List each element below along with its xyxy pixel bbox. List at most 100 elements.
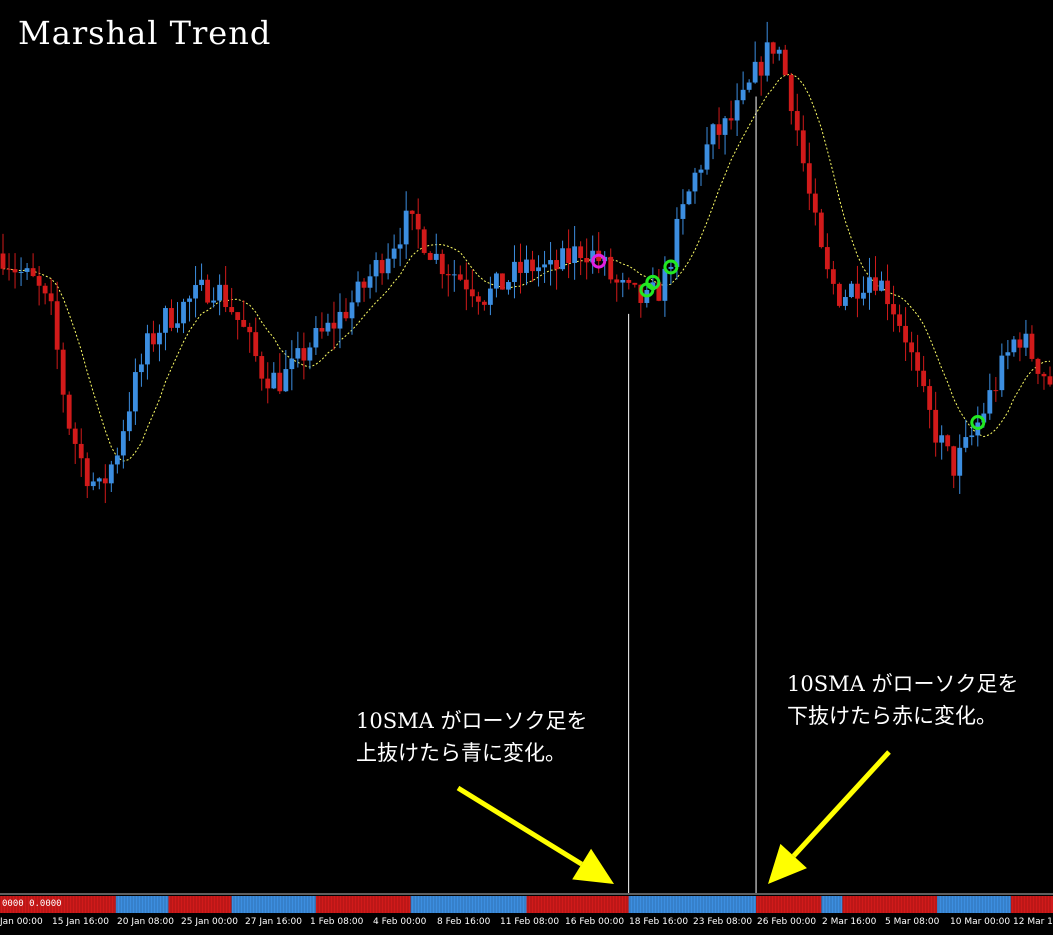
candle-body <box>909 342 915 353</box>
candle-body <box>692 172 698 192</box>
candle-body <box>590 250 596 263</box>
x-tick-label: 18 Feb 16:00 <box>629 917 689 927</box>
candle-body <box>361 281 367 288</box>
candle-body <box>897 314 902 326</box>
candle-body <box>999 355 1005 391</box>
candle-body <box>126 411 132 432</box>
candle-body <box>542 264 547 268</box>
candle-body <box>397 244 403 249</box>
candle-body <box>891 304 896 315</box>
candle-body <box>145 333 150 365</box>
annotation-down-line2: 下抜けたら赤に変化。 <box>787 704 997 728</box>
candle-body <box>355 281 361 303</box>
candle-body <box>818 212 824 248</box>
candle-body <box>969 435 975 438</box>
strip-bull-segment <box>937 896 1011 913</box>
candle-body <box>698 169 704 173</box>
candle-body <box>301 348 307 361</box>
candle-body <box>993 390 999 392</box>
candle-body <box>78 443 84 459</box>
candle-body <box>463 279 469 290</box>
candle-body <box>824 247 830 270</box>
x-tick-label: 26 Feb 00:00 <box>757 917 817 927</box>
candle-body <box>138 364 144 373</box>
candle-body <box>746 82 752 90</box>
candle-body <box>487 288 493 305</box>
annotation-arrow-head <box>572 848 614 884</box>
candle-body <box>337 311 343 329</box>
candle-body <box>836 283 842 306</box>
candle-body <box>229 307 235 313</box>
candle-body <box>734 100 740 121</box>
candle-body <box>1005 352 1011 356</box>
candle-body <box>247 326 253 333</box>
candle-body <box>915 352 921 371</box>
candle-body <box>331 322 337 329</box>
candle-body <box>518 261 523 273</box>
candle-body <box>873 277 878 291</box>
x-tick-label: 1 Feb 08:00 <box>310 917 364 927</box>
candle-body <box>451 274 457 276</box>
candle-body <box>500 273 505 290</box>
candle-body <box>84 458 90 487</box>
candle-body <box>855 283 860 299</box>
candle-body <box>572 246 578 263</box>
candle-body <box>157 332 162 345</box>
candle-body <box>277 372 283 392</box>
candle-body <box>289 358 295 370</box>
candle-body <box>933 409 939 443</box>
candle-body <box>981 413 987 423</box>
candle-body <box>259 356 265 379</box>
candle-body <box>686 191 692 205</box>
candle-body <box>241 319 247 327</box>
candle-body <box>433 253 439 260</box>
marker-lines <box>628 96 757 893</box>
annotation-down-line1: 10SMA がローソク足を <box>787 672 1019 696</box>
candle-body <box>879 280 884 291</box>
candle-body <box>939 435 945 443</box>
candle-body <box>60 349 66 395</box>
candle-body <box>776 49 782 54</box>
candle-body <box>843 297 848 306</box>
candle-body <box>740 89 746 101</box>
candle-body <box>120 431 126 456</box>
annotation-arrows <box>456 750 891 884</box>
candle-body <box>951 446 957 476</box>
candle-body <box>18 271 24 273</box>
x-tick-label: 10 Mar 00:00 <box>950 917 1011 927</box>
candle-body <box>578 246 584 259</box>
candle-body <box>770 42 776 54</box>
candle-body <box>307 347 313 361</box>
candle-body <box>415 213 421 230</box>
candle-body <box>861 292 866 299</box>
candle-body <box>626 279 632 283</box>
candle-body <box>632 282 638 285</box>
candle-body <box>325 322 331 332</box>
candle-body <box>1035 358 1041 374</box>
candle-body <box>548 260 553 265</box>
candle-body <box>169 308 174 328</box>
annotation-up-line1: 10SMA がローソク足を <box>356 709 588 733</box>
candle-body <box>800 130 806 164</box>
candle-body <box>175 323 180 328</box>
strip-bull-segment <box>410 896 527 913</box>
candle-body <box>223 284 229 308</box>
x-tick-label: 27 Jan 16:00 <box>245 917 302 927</box>
candle-body <box>945 435 951 447</box>
candle-body <box>536 267 541 272</box>
candle-body <box>24 268 30 272</box>
candle-body <box>163 308 168 333</box>
candle-body <box>409 210 415 214</box>
candle-body <box>253 332 259 357</box>
candle-body <box>758 61 764 76</box>
candle-body <box>108 464 114 484</box>
candle-body <box>72 428 78 444</box>
candle-body <box>205 279 210 303</box>
signal-buy-marker <box>645 274 661 290</box>
candle-body <box>806 163 812 194</box>
candle-body <box>788 74 794 112</box>
annotation-up-line2: 上抜けたら青に変化。 <box>356 741 566 765</box>
candle-body <box>764 42 770 76</box>
candle-body <box>271 372 277 389</box>
